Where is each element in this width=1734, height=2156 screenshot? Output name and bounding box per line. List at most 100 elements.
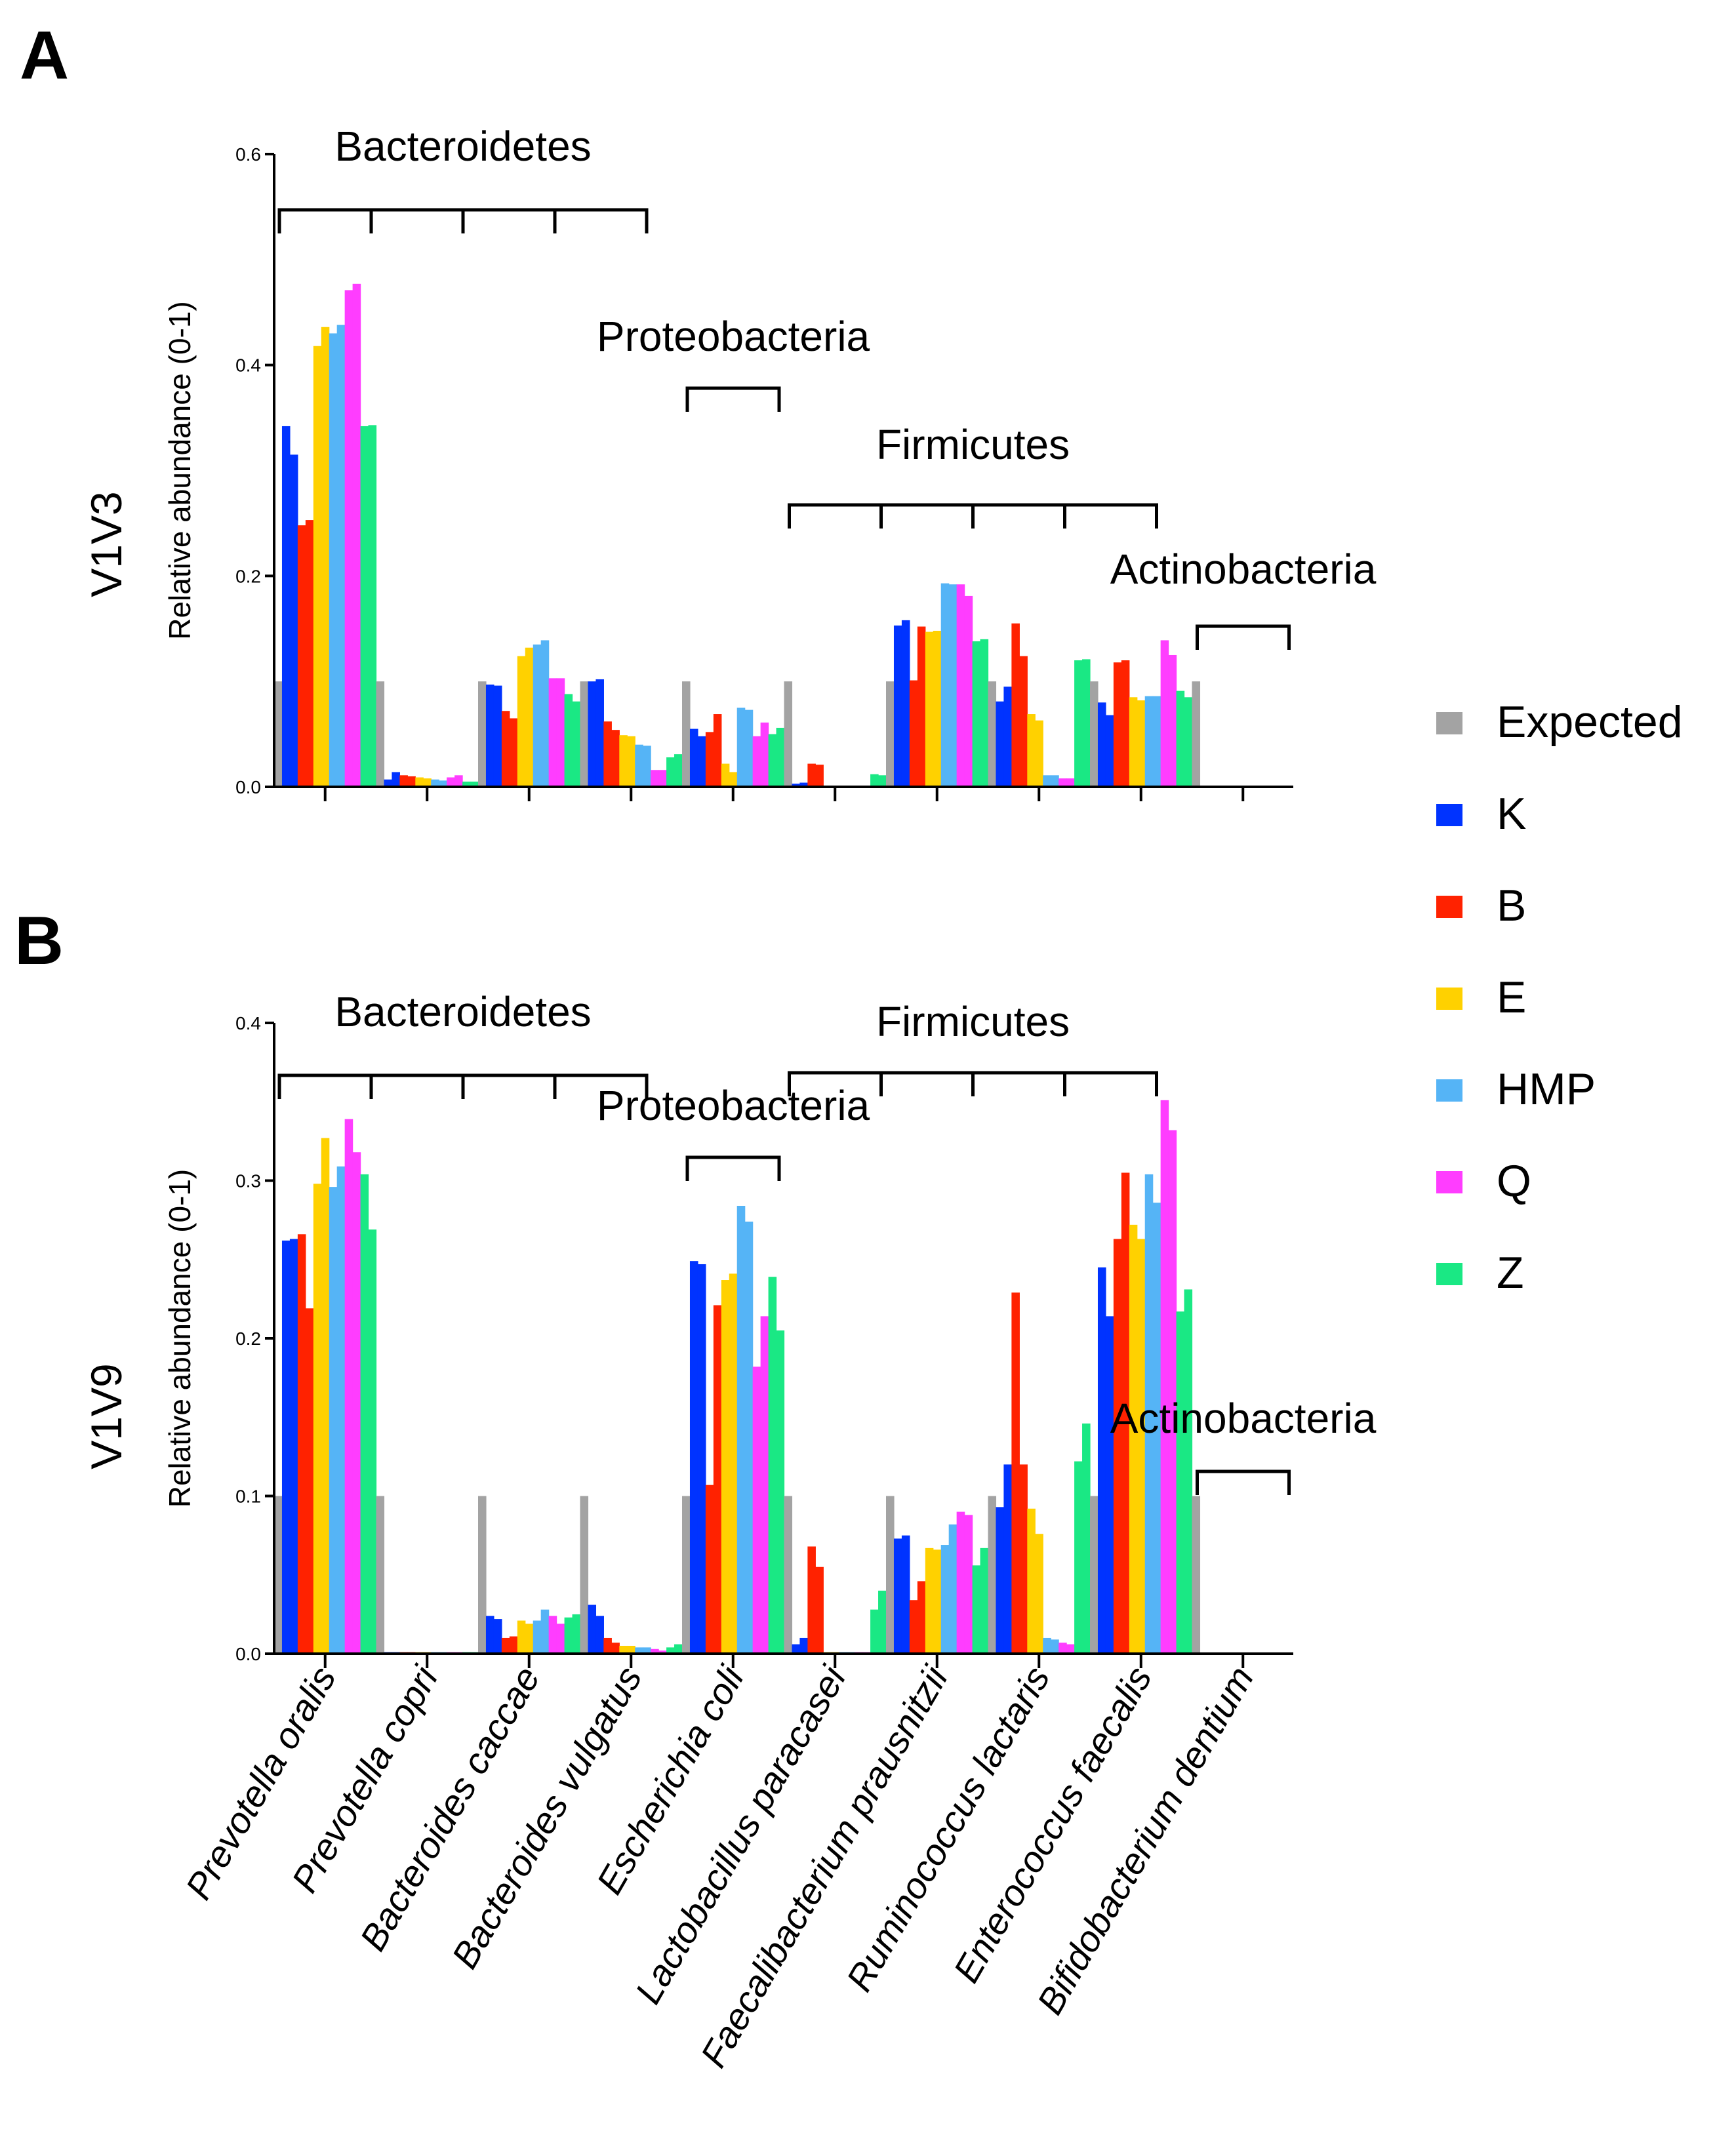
phylum-label: Proteobacteria (597, 1082, 870, 1129)
bar-z-8-2 (1082, 659, 1091, 787)
legend-swatch-b (1436, 896, 1462, 918)
y-axis-title: Relative abundance (0-1) (163, 1169, 197, 1508)
phylum-bracket (277, 208, 373, 233)
bar-expected-8-1 (988, 681, 997, 787)
bar-b-4-1 (603, 721, 612, 787)
bar-b-8-2 (1019, 656, 1028, 787)
phylum-label: Actinobacteria (1110, 546, 1377, 593)
bar-q-8-1 (1059, 1643, 1067, 1654)
bar-b-7-1 (909, 680, 918, 787)
bar-z-7-1 (972, 641, 981, 787)
bar-z-7-1 (972, 1565, 981, 1654)
bar-k-2-2 (392, 772, 400, 787)
bar-k-8-1 (996, 701, 1005, 787)
bar-z-4-1 (666, 757, 675, 787)
bar-k-9-1 (1097, 702, 1106, 787)
bar-z-9-2 (1184, 1289, 1193, 1654)
bar-hmp-2-1 (431, 779, 439, 787)
panel-b: B V1V9 Relative abundance (0-1) 0.0 0.1 0.2 0.… (14, 903, 1377, 1668)
bar-b-7-2 (917, 626, 926, 787)
phylum-label: Proteobacteria (597, 313, 870, 360)
bar-q-1-2 (352, 1152, 361, 1654)
bar-hmp-4-1 (635, 1647, 643, 1654)
bar-k-5-2 (697, 736, 706, 787)
bar-z-6-2 (878, 1590, 887, 1654)
bar-b-9-1 (1113, 662, 1122, 787)
bar-b-7-2 (917, 1581, 926, 1654)
bar-e-1-2 (321, 1138, 330, 1654)
bar-b-2-2 (407, 776, 416, 787)
bar-k-3-2 (493, 1619, 502, 1654)
panel-label: A (20, 18, 69, 94)
bar-b-6-2 (815, 765, 824, 787)
bar-z-1-2 (368, 1229, 377, 1654)
phylum-bracket (553, 208, 649, 233)
category-label: Ruminococcus lactaris (838, 1660, 1058, 1999)
bar-q-5-2 (760, 1316, 769, 1654)
y-tick-label: 0.2 (235, 1328, 261, 1349)
panel-label: B (14, 903, 64, 979)
bar-expected-1-1 (274, 681, 283, 787)
bar-expected-9-1 (1090, 681, 1099, 787)
bar-hmp-2-2 (439, 780, 447, 787)
bar-b-9-1 (1113, 1239, 1122, 1654)
bar-b-9-2 (1121, 660, 1130, 787)
y-tick-label: 0.0 (235, 777, 261, 797)
bar-k-8-2 (1003, 687, 1012, 787)
bar-q-1-2 (352, 283, 361, 787)
bar-z-7-2 (980, 639, 989, 787)
phylum-label: Firmicutes (876, 421, 1070, 468)
bar-e-4-1 (619, 1645, 628, 1654)
bar-e-7-2 (933, 1549, 942, 1654)
bar-q-9-1 (1160, 1100, 1169, 1654)
bar-b-8-1 (1011, 623, 1020, 787)
bar-e-4-1 (619, 735, 628, 787)
bar-z-4-2 (674, 1644, 683, 1654)
bar-q-3-2 (556, 1624, 565, 1654)
bar-q-4-1 (651, 1648, 659, 1654)
bar-q-2-1 (447, 777, 455, 787)
bar-expected-7-1 (886, 681, 895, 787)
legend-label: B (1497, 881, 1526, 930)
bar-e-5-1 (721, 763, 730, 787)
bar-z-9-2 (1184, 697, 1193, 787)
bar-q-8-2 (1066, 1644, 1075, 1654)
bar-b-3-1 (501, 1637, 510, 1654)
bar-b-1-1 (297, 1234, 306, 1654)
legend-label: HMP (1497, 1064, 1596, 1114)
bar-expected-4-1 (580, 1496, 589, 1654)
bar-k-5-2 (697, 1264, 706, 1654)
legend-swatch-hmp (1436, 1079, 1462, 1102)
bar-b-8-2 (1019, 1464, 1028, 1654)
bar-e-2-1 (415, 777, 424, 787)
bar-e-3-2 (525, 647, 534, 787)
bar-q-9-1 (1160, 640, 1169, 787)
bar-q-7-1 (956, 1511, 965, 1654)
bar-z-8-1 (1074, 660, 1083, 787)
bar-k-7-1 (893, 1538, 902, 1654)
y-tick-label: 0.2 (235, 566, 261, 586)
bar-e-9-1 (1129, 697, 1138, 787)
phylum-bracket (277, 1073, 373, 1099)
bar-z-6-1 (870, 774, 879, 787)
bar-z-3-2 (572, 701, 581, 787)
bar-e-3-2 (525, 1624, 534, 1654)
bar-e-9-2 (1137, 700, 1146, 787)
bar-q-9-2 (1168, 1130, 1177, 1654)
bar-q-7-2 (964, 595, 973, 787)
y-tick-label: 0.4 (235, 355, 261, 376)
bar-k-4-1 (588, 1605, 597, 1654)
category-label: Bacteroides vulgatus (443, 1660, 649, 1976)
bar-hmp-5-2 (744, 709, 754, 787)
bar-expected-2-1 (376, 681, 385, 787)
phylum-bracket (553, 1073, 649, 1099)
region-label: V1V3 (82, 491, 131, 597)
bar-b-3-2 (509, 1636, 518, 1654)
bar-k-6-1 (792, 1644, 801, 1654)
bar-e-8-1 (1027, 1508, 1036, 1654)
bar-expected-9-1 (1090, 1496, 1099, 1654)
legend-swatch-q (1436, 1171, 1462, 1193)
bar-b-5-1 (705, 732, 714, 787)
